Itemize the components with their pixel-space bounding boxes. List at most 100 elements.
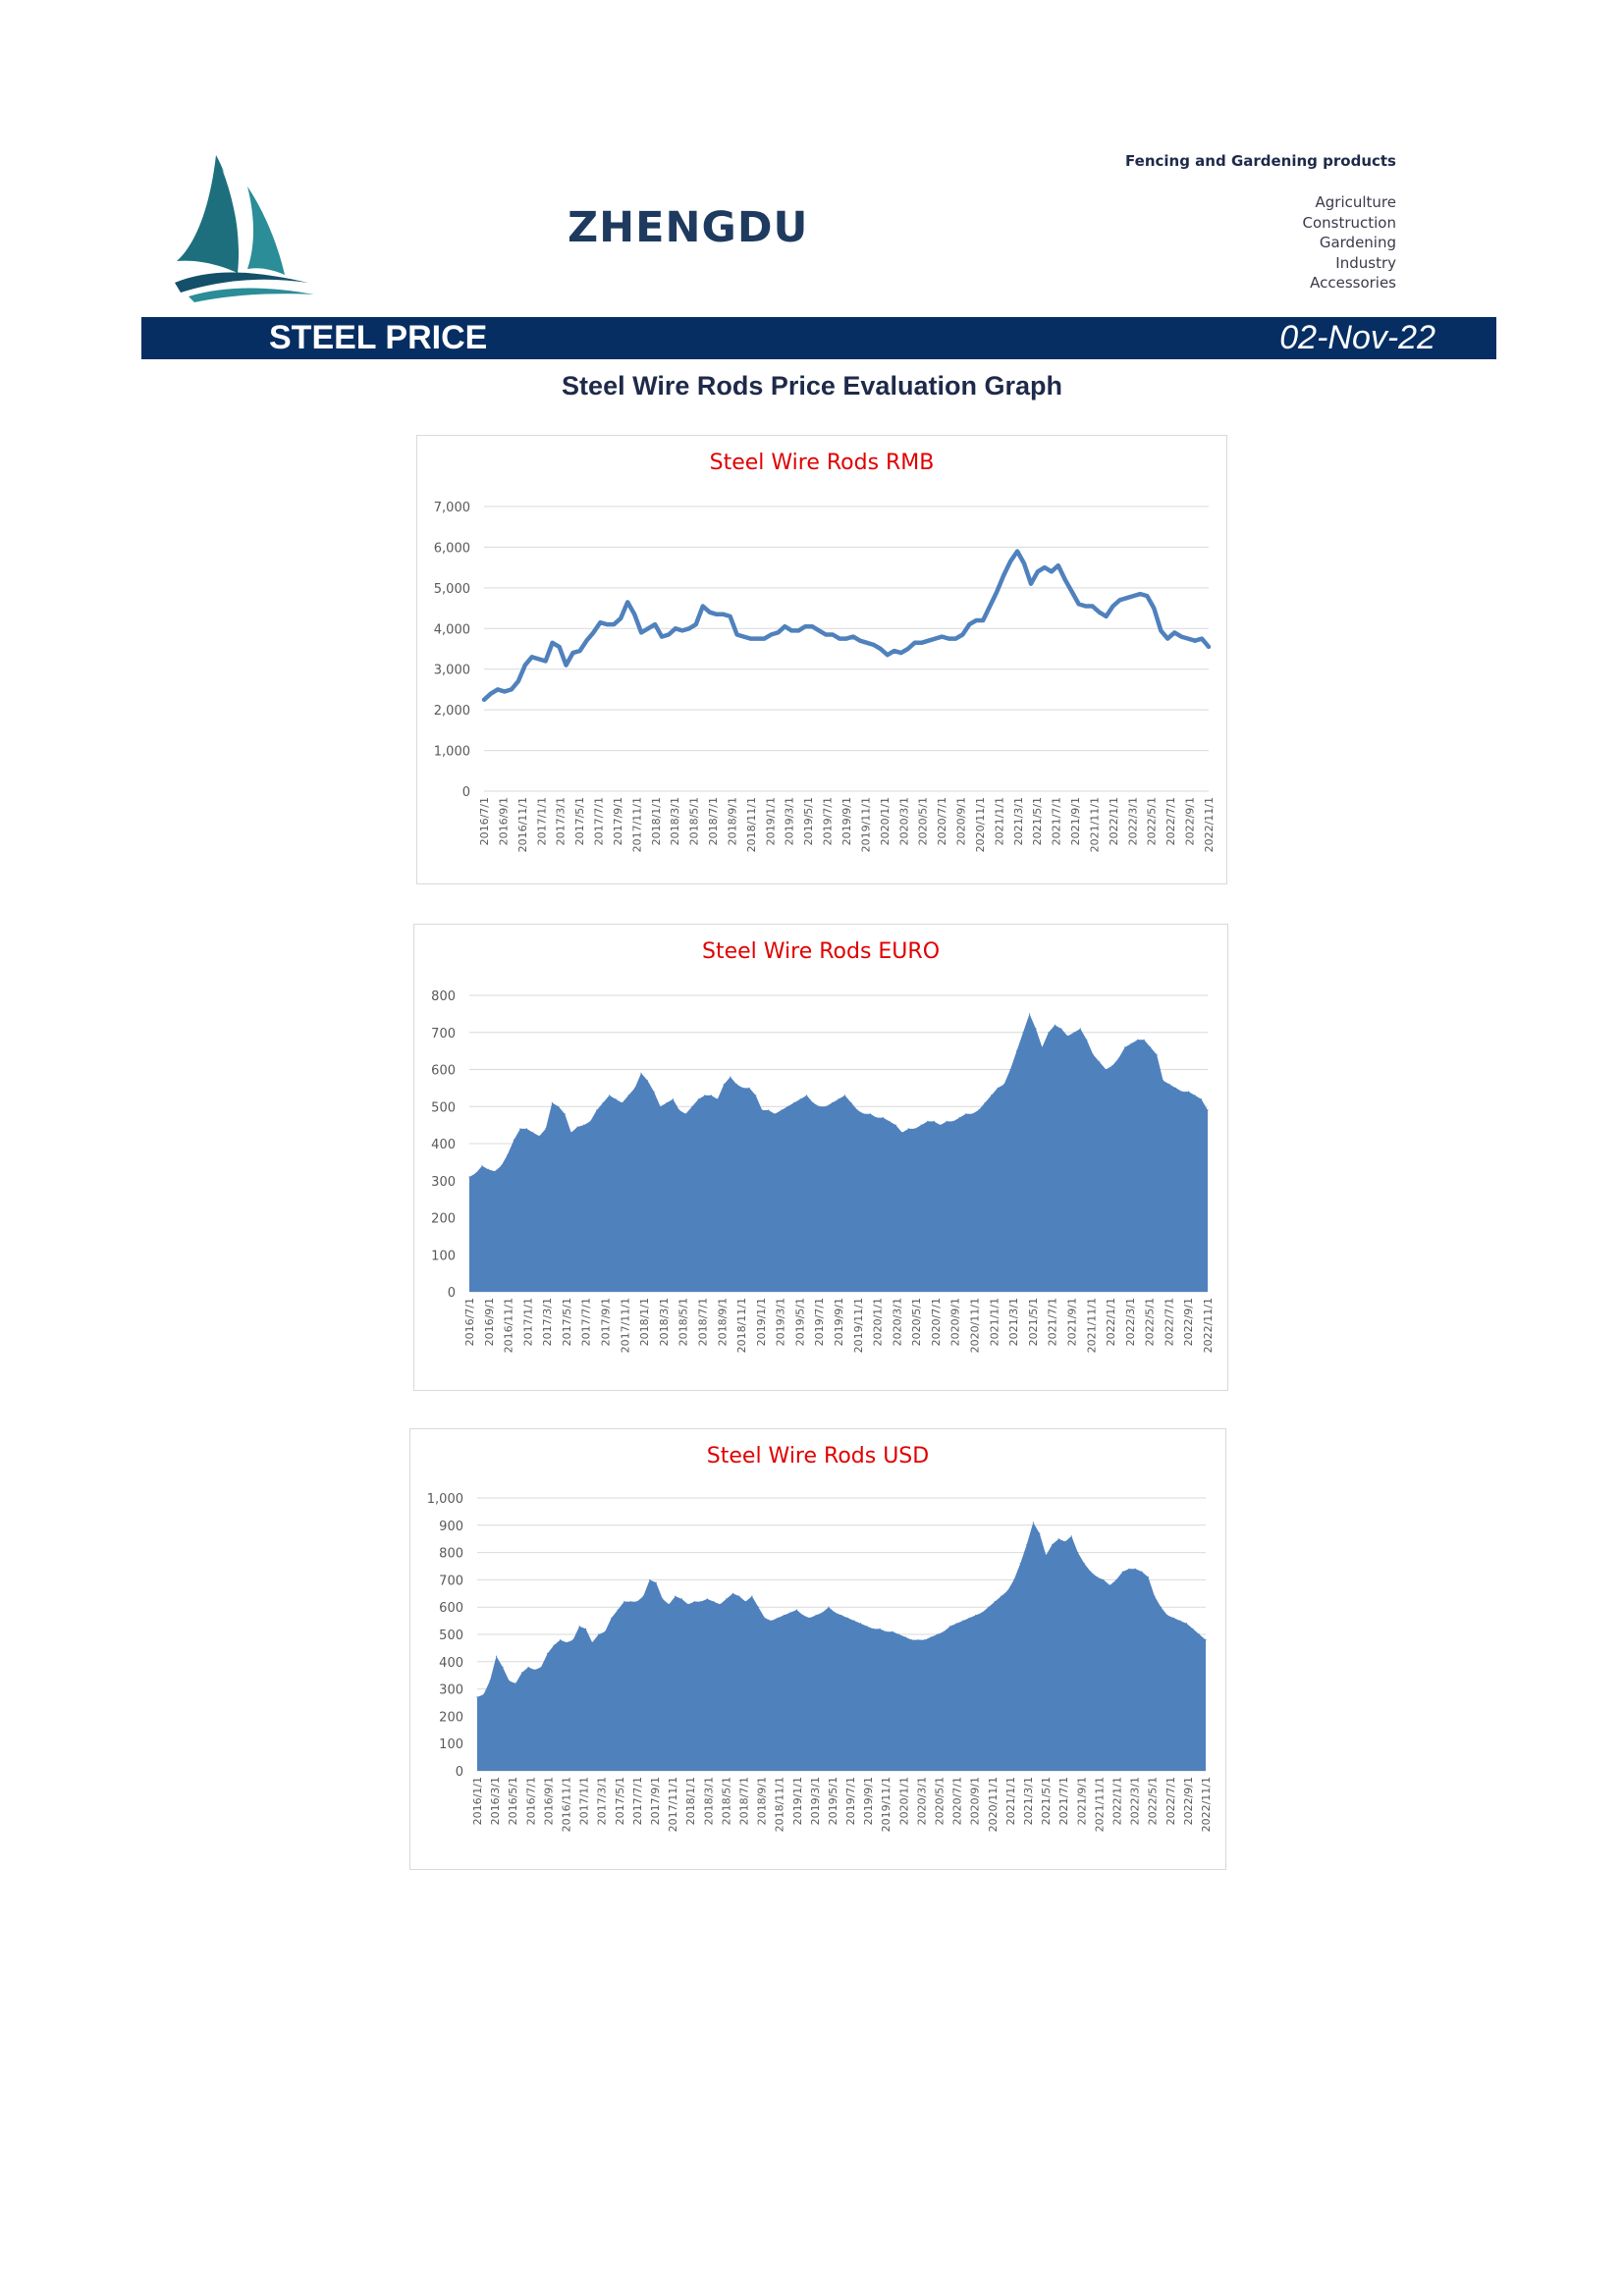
data-point: [662, 1598, 664, 1600]
y-tick-label: 800: [431, 989, 456, 1004]
data-point: [869, 1113, 871, 1115]
data-point: [668, 1603, 670, 1605]
data-point: [1078, 603, 1080, 605]
y-tick-label: 200: [439, 1710, 463, 1725]
data-point: [494, 1170, 496, 1172]
data-point: [545, 1128, 547, 1130]
y-tick-label: 3,000: [434, 664, 470, 678]
data-point: [700, 1601, 702, 1603]
x-tick-label: 2016/1/1: [471, 1777, 484, 1825]
x-tick-label: 2018/9/1: [716, 1298, 729, 1346]
y-tick-label: 2,000: [434, 704, 470, 719]
data-point: [863, 1113, 865, 1115]
x-tick-label: 2022/3/1: [1124, 1298, 1137, 1346]
x-tick-label: 2020/11/1: [987, 1777, 1000, 1832]
data-point: [1130, 1042, 1132, 1044]
data-point: [622, 1101, 623, 1104]
x-tick-label: 2020/9/1: [949, 1298, 962, 1346]
data-point: [613, 623, 615, 625]
data-point: [1019, 1563, 1021, 1565]
data-point: [1009, 1068, 1011, 1071]
x-tick-label: 2018/1/1: [638, 1298, 651, 1346]
data-point: [821, 1612, 824, 1614]
data-point: [1092, 605, 1094, 608]
tagline: Fencing and Gardening products: [1125, 152, 1396, 170]
data-point: [1111, 605, 1114, 608]
x-tick-label: 2021/11/1: [1088, 797, 1101, 852]
data-point: [525, 1128, 527, 1130]
x-tick-label: 2021/7/1: [1057, 1777, 1070, 1825]
x-tick-label: 2018/3/1: [658, 1298, 671, 1346]
data-point: [845, 638, 847, 640]
data-point: [742, 1087, 744, 1089]
x-tick-label: 2017/1/1: [535, 797, 548, 845]
data-point: [783, 1614, 785, 1617]
x-tick-label: 2020/9/1: [955, 797, 968, 845]
data-point: [1180, 636, 1182, 638]
data-point: [1066, 1035, 1068, 1038]
data-point: [578, 1626, 580, 1628]
data-point: [1090, 1571, 1092, 1573]
data-point: [996, 591, 998, 593]
data-point: [688, 627, 690, 629]
data-point: [1039, 1532, 1041, 1534]
data-point: [1132, 595, 1134, 597]
data-point: [1015, 1050, 1018, 1052]
x-tick-label: 2021/7/1: [1051, 797, 1063, 845]
data-point: [1117, 1057, 1119, 1059]
data-point: [531, 656, 533, 658]
data-point: [1003, 1084, 1005, 1086]
x-tick-label: 2019/5/1: [827, 1777, 839, 1825]
data-point: [606, 623, 608, 625]
data-point: [894, 1124, 896, 1126]
data-point: [1124, 1046, 1126, 1048]
x-tick-label: 2022/3/1: [1129, 1777, 1142, 1825]
x-tick-label: 2019/3/1: [775, 1298, 787, 1346]
data-point: [1054, 1024, 1056, 1026]
data-point: [504, 690, 506, 693]
data-point: [489, 1680, 491, 1682]
data-point: [933, 1120, 935, 1122]
data-point: [777, 631, 779, 633]
data-point: [490, 693, 492, 695]
data-point: [981, 1612, 983, 1614]
data-point: [517, 680, 519, 682]
x-tick-label: 2018/5/1: [720, 1777, 732, 1825]
x-tick-label: 2019/7/1: [822, 797, 835, 845]
x-tick-label: 2022/5/1: [1144, 1298, 1157, 1346]
x-tick-label: 2021/9/1: [1075, 1777, 1088, 1825]
data-point: [1160, 629, 1162, 631]
data-point: [1134, 1568, 1136, 1570]
data-point: [1125, 597, 1128, 599]
data-point: [571, 652, 574, 654]
x-tick-label: 2022/1/1: [1111, 1777, 1124, 1825]
data-point: [1099, 612, 1101, 614]
x-tick-label: 2016/9/1: [542, 1777, 555, 1825]
data-point: [730, 615, 731, 617]
x-tick-label: 2021/1/1: [993, 797, 1005, 845]
band-date: 02-Nov-22: [1279, 319, 1435, 356]
x-tick-label: 2021/9/1: [1065, 1298, 1078, 1346]
data-point: [527, 1666, 529, 1668]
data-point: [921, 642, 923, 644]
data-point: [818, 629, 820, 631]
x-tick-label: 2022/5/1: [1146, 797, 1159, 845]
data-point: [559, 646, 561, 648]
data-point: [468, 1176, 470, 1178]
x-tick-label: 2021/3/1: [1007, 1298, 1020, 1346]
data-point: [1086, 1039, 1088, 1041]
data-point: [709, 612, 711, 614]
data-point: [1052, 1543, 1054, 1545]
data-point: [859, 1623, 862, 1625]
data-point: [723, 1084, 725, 1086]
data-point: [592, 631, 594, 633]
data-point: [566, 1641, 568, 1643]
data-point: [1168, 1084, 1170, 1086]
data-point: [924, 1639, 926, 1641]
data-point: [781, 1109, 783, 1111]
data-point: [1071, 591, 1073, 593]
x-tick-label: 2021/5/1: [1040, 1777, 1053, 1825]
data-point: [572, 1639, 574, 1641]
data-point: [495, 1655, 498, 1657]
x-tick-label: 2017/3/1: [541, 1298, 554, 1346]
